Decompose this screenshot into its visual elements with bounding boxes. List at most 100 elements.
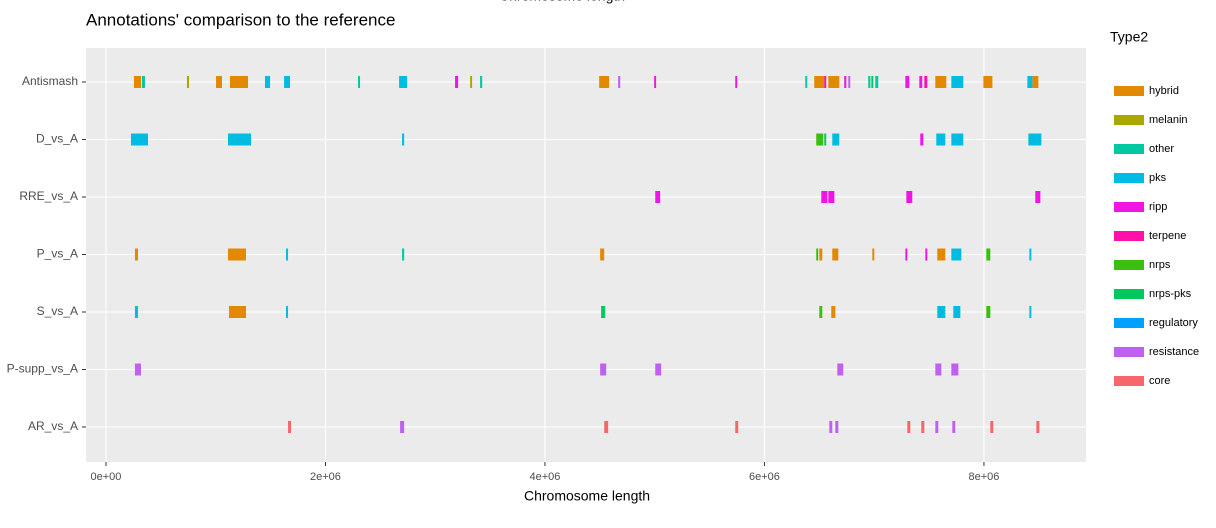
segment [604,421,609,433]
legend-label: melanin [1149,114,1188,126]
segment [655,191,661,203]
legend-key [1114,289,1144,299]
legend-label: other [1149,143,1174,155]
segment [480,76,483,88]
segment [983,76,993,88]
segment [828,76,840,88]
chart-title: Annotations' comparison to the reference [86,10,395,29]
segment [875,76,879,88]
segment [905,76,910,88]
segment [402,133,405,146]
segment [920,133,924,146]
x-tick-label: 2e+06 [310,471,341,483]
segment [735,76,738,88]
segment [1028,133,1042,146]
segment [925,248,928,261]
segment [872,248,875,261]
legend-label: terpene [1149,230,1186,242]
legend-key [1114,202,1144,212]
segment [599,76,610,88]
segment [130,133,149,146]
segment [402,248,405,261]
segment [805,76,808,88]
legend-key [1114,260,1144,270]
segment [831,306,836,318]
segment [228,306,247,318]
legend-label: ripp [1149,201,1167,213]
y-tick-label: Antismash [22,74,78,88]
segment [400,421,405,433]
segment [935,421,939,433]
segment [937,306,946,318]
segment [216,76,222,88]
y-tick-label: P_vs_A [37,247,78,261]
segment [844,76,847,88]
x-tick-label: 8e+06 [968,471,999,483]
segment [286,248,289,261]
legend-label: regulatory [1149,317,1198,329]
x-tick-label: 0e+00 [91,471,122,483]
segment [835,421,839,433]
segment [816,248,819,261]
legend-key [1114,231,1144,241]
segment [228,248,247,261]
legend-key [1114,173,1144,183]
segment [470,76,473,88]
segment [848,76,851,88]
segment [951,248,962,261]
segment [399,76,408,88]
legend-label: nrps [1149,259,1171,271]
clipped-label: Chromosome length [499,0,625,4]
legend-label: core [1149,375,1170,387]
segment [655,363,662,376]
segment [819,248,823,261]
segment [824,76,827,88]
segment [868,76,871,88]
legend-label: pks [1149,172,1167,184]
segment [229,76,248,88]
segment [905,248,908,261]
segment [618,76,621,88]
segment [919,76,923,88]
legend-label: resistance [1149,346,1199,358]
segment [907,421,911,433]
segment [935,76,947,88]
segment [921,421,925,433]
legend-key [1114,376,1144,386]
segment [358,76,361,88]
segment [832,248,839,261]
segment [814,76,825,88]
y-tick-label: D_vs_A [36,132,78,146]
segment [906,191,913,203]
y-tick-label: AR_vs_A [28,419,78,433]
segment [600,248,605,261]
segment [821,191,828,203]
legend-key [1114,86,1144,96]
segment [837,363,844,376]
segment [600,363,607,376]
segment [871,76,874,88]
legend-key [1114,347,1144,357]
segment [953,306,961,318]
x-tick-label: 4e+06 [530,471,561,483]
segment [824,133,827,146]
segment [952,421,956,433]
segment [1036,421,1040,433]
segment [601,306,606,318]
segment [228,133,252,146]
x-axis-title: Chromosome length [524,488,650,504]
segment [990,421,994,433]
y-tick-label: RRE_vs_A [19,189,78,203]
segment [986,306,991,318]
segment [1035,191,1041,203]
segment [1029,248,1032,261]
segment [134,363,141,376]
segment [828,191,835,203]
segment [951,76,964,88]
y-tick-label: S_vs_A [37,304,78,318]
segment [951,363,959,376]
segment [1029,306,1032,318]
segment [819,306,823,318]
segment [829,421,833,433]
